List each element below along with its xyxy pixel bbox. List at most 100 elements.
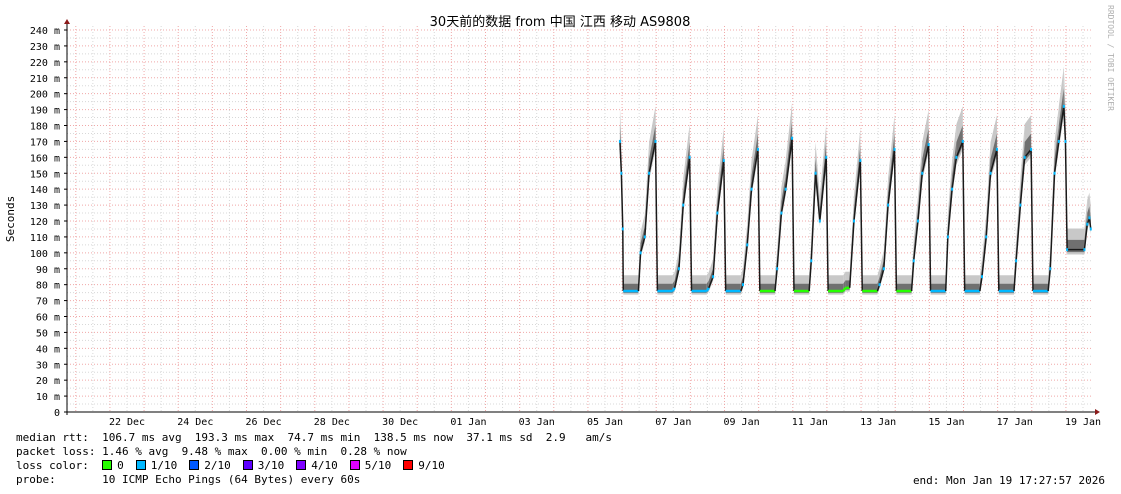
loss-marker: [1066, 248, 1069, 252]
median-segment: [776, 212, 783, 269]
loss-label: 9/10: [418, 459, 445, 472]
y-tick-label: 10 m: [36, 392, 60, 403]
loss-marker: [995, 147, 998, 151]
y-tick-label: 20 m: [36, 376, 60, 387]
y-tick-label: 80 m: [36, 281, 60, 292]
y-tick-label: 110 m: [30, 233, 60, 244]
x-axis-arrow-icon: [1095, 409, 1100, 415]
median-segment: [671, 287, 676, 292]
loss-marker: [682, 203, 685, 207]
median-segment: [716, 160, 725, 214]
loss-marker: [750, 187, 753, 191]
x-tick-label: 05 Jan: [587, 417, 623, 428]
loss-marker: [951, 187, 954, 191]
median-segment: [853, 160, 862, 222]
x-tick-label: 30 Dec: [382, 417, 418, 428]
median-segment: [774, 268, 778, 292]
median-segment: [678, 205, 684, 269]
loss-marker: [1015, 259, 1018, 263]
loss-marker: [1023, 155, 1026, 159]
loss-label: 5/10: [364, 459, 392, 472]
median-series: [618, 104, 1092, 293]
loss-marker: [825, 155, 828, 159]
loss-marker: [946, 235, 949, 239]
loss-marker: [912, 259, 915, 263]
median-segment: [1019, 157, 1026, 206]
loss-marker: [1089, 227, 1092, 231]
y-tick-label: 90 m: [36, 265, 60, 276]
loss-marker: [1088, 216, 1091, 220]
loss-swatch: [242, 460, 253, 470]
chart-title: 30天前的数据 from 中国 江西 移动 AS9808: [430, 14, 691, 30]
median-segment: [620, 173, 624, 229]
median-segment: [750, 149, 759, 190]
loss-swatch: [189, 460, 200, 470]
loss-marker: [878, 283, 881, 287]
end-time: end: Mon Jan 19 17:27:57 2026: [912, 474, 1105, 487]
loss-legend-item: 4/10: [296, 459, 338, 472]
loss-marker: [810, 259, 813, 263]
loss-marker: [955, 155, 958, 159]
median-segment: [1024, 148, 1032, 158]
x-tick-label: 09 Jan: [724, 417, 760, 428]
median-segment: [1049, 173, 1056, 269]
x-tick-label: 19 Jan: [1065, 417, 1101, 428]
y-tick-label: 220 m: [30, 58, 60, 69]
loss-swatch: [296, 460, 307, 470]
median-segment: [619, 141, 623, 174]
x-tick-label: 15 Jan: [928, 417, 964, 428]
median-segment: [981, 236, 988, 277]
median-segment: [654, 141, 659, 292]
x-tick-label: 03 Jan: [519, 417, 555, 428]
median-segment: [712, 212, 719, 277]
median-segment: [1064, 141, 1068, 250]
packet-loss-stats: packet loss: 1.46 % avg 9.48 % max 0.00 …: [16, 445, 407, 458]
y-tick-label: 50 m: [36, 328, 60, 339]
median-segment: [859, 160, 864, 292]
median-segment: [1063, 106, 1067, 142]
loss-marker: [1049, 267, 1052, 271]
loss-legend-item: 0: [102, 459, 124, 472]
median-segment: [682, 157, 691, 206]
median-segment: [705, 287, 710, 292]
loss-marker: [927, 143, 930, 147]
loss-swatch: [135, 460, 146, 470]
y-tick-label: 130 m: [30, 201, 60, 212]
loss-marker: [980, 275, 983, 279]
x-tick-label: 24 Dec: [177, 417, 213, 428]
median-segment: [893, 149, 898, 292]
loss-legend-item: 2/10: [189, 459, 231, 472]
loss-marker: [1053, 171, 1056, 175]
loss-marker: [1064, 139, 1067, 143]
loss-marker: [756, 147, 759, 151]
loss-marker: [677, 267, 680, 271]
y-tick-label: 70 m: [36, 297, 60, 308]
loss-marker: [648, 171, 651, 175]
y-axis-label: Seconds: [4, 196, 17, 242]
median-segment: [688, 157, 693, 292]
tick-labels: 0 10 m 20 m 30 m 40 m 50 m 60 m 70 m 80 m 90 m 100…: [30, 26, 1101, 428]
median-segment: [1058, 106, 1065, 142]
loss-marker: [1019, 203, 1022, 207]
y-tick-label: 30 m: [36, 360, 60, 371]
loss-swatch: [102, 460, 113, 470]
median-segment: [708, 276, 714, 289]
loss-swatch: [349, 460, 360, 470]
y-tick-label: 230 m: [30, 42, 60, 53]
median-segment: [808, 260, 813, 292]
median-segment: [1053, 141, 1060, 174]
x-tick-label: 01 Jan: [450, 417, 486, 428]
loss-legend-item: 9/10: [403, 459, 445, 472]
loss-marker: [618, 139, 621, 143]
loss-color-legend: loss color: 0 1/10 2/10 3/10 4/10 5/10 9/10: [16, 459, 457, 473]
loss-marker: [746, 243, 749, 247]
loss-legend-item: 5/10: [349, 459, 392, 472]
loss-marker: [722, 159, 725, 163]
loss-marker: [852, 219, 855, 223]
loss-marker: [921, 171, 924, 175]
median-segment: [912, 220, 919, 261]
loss-marker: [916, 219, 919, 223]
loss-marker: [814, 171, 817, 175]
